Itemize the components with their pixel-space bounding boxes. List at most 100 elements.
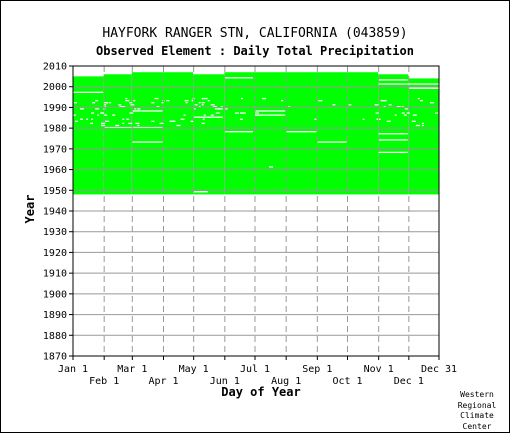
y-tick-label: 1880: [43, 331, 67, 342]
missing-day: [166, 99, 170, 102]
missing-day: [207, 99, 210, 102]
missing-day: [215, 112, 220, 114]
missing-day: [91, 112, 95, 114]
missing-day: [314, 118, 317, 120]
x-tick-label: Jun 1: [210, 376, 240, 387]
missing-day: [105, 120, 110, 122]
x-tick-label: Mar 1: [117, 364, 147, 375]
missing-gap: [193, 191, 208, 193]
missing-day: [115, 124, 118, 127]
y-tick-label: 1900: [43, 289, 67, 300]
missing-day: [434, 112, 438, 114]
credit-line: Regional: [457, 400, 497, 410]
missing-day: [212, 106, 217, 108]
missing-day: [415, 124, 420, 127]
missing-gap: [378, 79, 408, 81]
y-tick-label: 1980: [43, 124, 67, 135]
missing-day: [421, 124, 424, 127]
credit-line: Western: [460, 390, 494, 399]
x-tick-label: Dec 31: [421, 364, 457, 375]
missing-day: [118, 104, 122, 106]
missing-day: [254, 112, 259, 114]
missing-day: [183, 114, 186, 116]
chart-title: HAYFORK RANGER STN, CALIFORNIA (043859): [102, 26, 408, 41]
missing-day: [318, 99, 323, 102]
y-tick-label: 1930: [43, 227, 67, 238]
missing-day: [281, 99, 284, 102]
x-tick-label: Dec 1: [394, 376, 424, 387]
missing-day: [411, 120, 416, 122]
missing-day: [185, 102, 188, 104]
missing-day: [203, 97, 208, 100]
missing-day: [219, 108, 223, 110]
missing-day: [396, 106, 401, 108]
x-tick-label: Apr 1: [148, 376, 178, 387]
missing-gap: [193, 116, 223, 118]
chart-subtitle: Observed Element : Daily Total Precipita…: [96, 44, 414, 58]
y-tick-label: 1870: [43, 352, 67, 363]
missing-day: [216, 108, 221, 110]
missing-day: [80, 118, 84, 120]
missing-day: [129, 102, 133, 104]
missing-day: [421, 122, 424, 125]
missing-day: [170, 120, 175, 122]
y-tick-label: 2010: [43, 62, 67, 73]
missing-gap: [132, 110, 163, 112]
missing-day: [75, 120, 79, 122]
missing-day: [137, 108, 141, 110]
missing-day: [122, 118, 125, 120]
credit-line: Climate: [460, 411, 494, 420]
missing-day: [104, 104, 107, 106]
x-tick-label: Nov 1: [364, 364, 394, 375]
missing-day: [193, 108, 196, 110]
x-tick-label: Jan 1: [58, 364, 88, 375]
y-tick-label: 1920: [43, 248, 67, 259]
missing-gap: [378, 139, 408, 141]
missing-day: [412, 114, 417, 116]
missing-day: [112, 114, 116, 116]
missing-day: [73, 114, 76, 116]
missing-day: [332, 104, 336, 106]
coverage-segment: [224, 72, 255, 195]
missing-day: [80, 108, 85, 110]
missing-day: [404, 108, 408, 110]
missing-day: [374, 104, 379, 106]
missing-gap: [224, 77, 253, 79]
missing-day: [86, 118, 89, 120]
missing-day: [242, 112, 246, 114]
missing-day: [429, 102, 434, 104]
missing-day: [74, 102, 78, 104]
missing-day: [122, 122, 125, 125]
missing-gap: [254, 114, 286, 116]
y-tick-label: 1960: [43, 165, 67, 176]
missing-day: [101, 122, 106, 125]
missing-day: [106, 102, 109, 104]
missing-day: [201, 122, 205, 125]
grid-layer: [73, 66, 439, 356]
missing-day: [134, 108, 137, 110]
missing-day: [130, 104, 135, 106]
missing-day: [104, 114, 108, 116]
coverage-segment: [408, 78, 440, 195]
missing-day: [362, 118, 365, 120]
missing-gap: [378, 151, 408, 154]
missing-day: [220, 106, 223, 108]
y-tick-label: 1950: [43, 186, 67, 197]
missing-day: [104, 102, 109, 104]
y-tick-label: 1890: [43, 310, 67, 321]
x-tick-label: May 1: [179, 364, 209, 375]
coverage-segment: [72, 76, 104, 195]
data-layer: [72, 72, 440, 195]
missing-day: [239, 112, 244, 114]
missing-day: [403, 114, 407, 116]
missing-day: [198, 102, 201, 104]
missing-day: [224, 108, 228, 110]
missing-gap: [286, 131, 317, 133]
missing-gap: [132, 141, 163, 143]
missing-day: [92, 102, 96, 104]
coverage-segment: [131, 72, 194, 195]
x-tick-label: Oct 1: [332, 376, 362, 387]
y-tick-label: 1990: [43, 103, 67, 114]
